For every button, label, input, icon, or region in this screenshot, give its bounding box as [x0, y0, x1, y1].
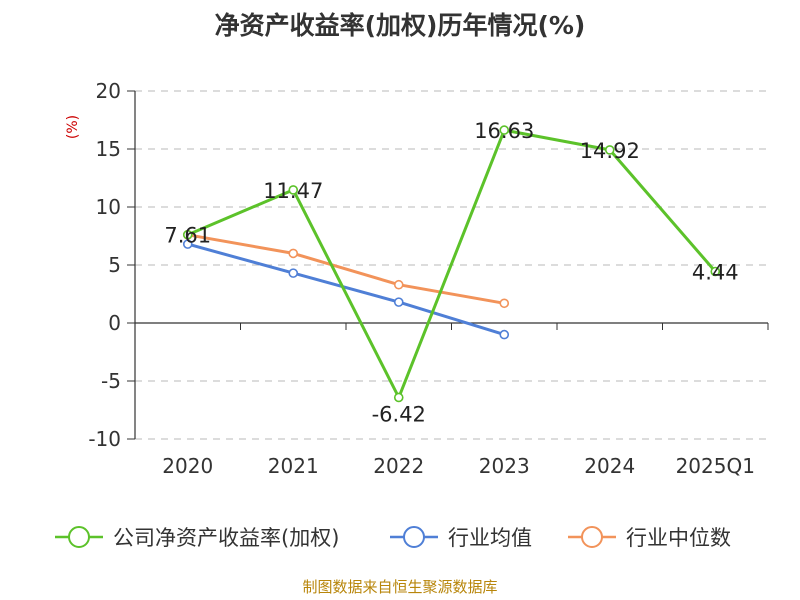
chart-title: 净资产收益率(加权)历年情况(%): [215, 11, 586, 40]
x-tick-label: 2024: [584, 454, 635, 478]
series-line-0: [187, 128, 717, 399]
legend-label: 行业均值: [448, 526, 532, 550]
data-label: 14.92: [580, 139, 640, 163]
x-tick-label: 2022: [373, 454, 424, 478]
y-tick-label: 15: [96, 137, 121, 161]
data-point: [182, 239, 193, 249]
data-point: [393, 279, 404, 290]
legend-marker: [581, 526, 603, 548]
y-tick-label: 20: [96, 79, 121, 103]
data-label: 7.61: [164, 224, 211, 248]
axes: [127, 90, 769, 440]
series-line-1: [187, 242, 505, 337]
data-point: [288, 185, 299, 195]
x-tick-labels: 2020 2021 2022 2023 2024 2025Q1: [162, 454, 755, 478]
data-label: 16.63: [474, 119, 534, 143]
data-label: 11.47: [263, 179, 323, 203]
legend: 公司净资产收益率(加权) 行业均值 行业中位数: [55, 526, 731, 550]
data-label: 4.44: [692, 260, 739, 284]
data-point: [288, 248, 299, 259]
data-label: -6.42: [372, 402, 426, 426]
y-tick-label: -5: [101, 369, 121, 393]
legend-label: 行业中位数: [626, 526, 731, 550]
legend-label: 公司净资产收益率(加权): [113, 526, 339, 550]
data-point: [182, 229, 193, 240]
y-tick-label: 0: [108, 311, 121, 335]
y-tick-label: -10: [88, 427, 121, 451]
data-point: [604, 145, 615, 155]
y-axis-unit: (%): [65, 115, 81, 139]
legend-marker: [68, 526, 90, 548]
data-point: [288, 268, 299, 278]
data-point: [499, 329, 510, 340]
data-point: [710, 266, 721, 277]
legend-marker: [403, 526, 425, 548]
x-tick-label: 2021: [268, 454, 319, 478]
data-point: [499, 298, 510, 309]
data-point: [393, 297, 404, 307]
y-tick-label: 10: [96, 195, 121, 219]
data-labels: 7.61 11.47 -6.42 16.63 14.92 4.44: [164, 119, 738, 426]
data-point: [499, 125, 510, 135]
series-line-2: [187, 233, 505, 305]
series-group: [182, 125, 721, 403]
x-tick-label: 2025Q1: [676, 454, 755, 478]
y-tick-label: 5: [108, 253, 121, 277]
data-point: [393, 392, 404, 403]
source-note: 制图数据来自恒生聚源数据库: [302, 578, 497, 596]
x-tick-label: 2023: [479, 454, 530, 478]
x-tick-label: 2020: [162, 454, 213, 478]
y-tick-labels: 20 15 10 5 0 -5 -10: [88, 79, 121, 451]
